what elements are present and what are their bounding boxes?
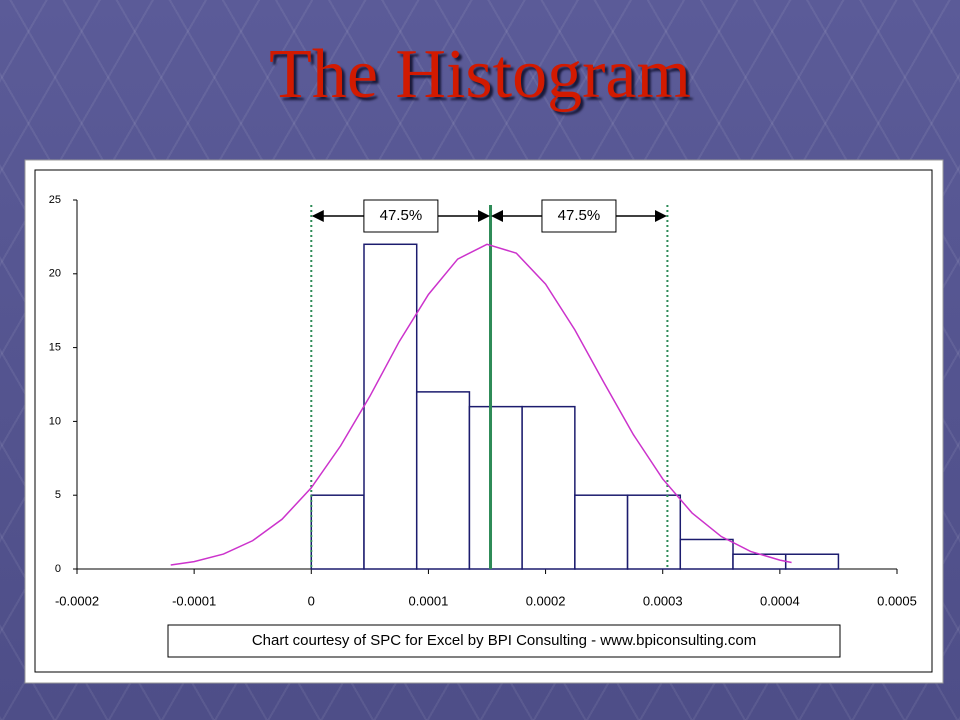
bar (732, 553, 787, 570)
x-tick-label: -0.0001 (172, 593, 216, 608)
bar (363, 243, 418, 570)
x-tick-label: 0.0001 (409, 593, 449, 608)
bar (574, 494, 629, 570)
x-tick-label: 0 (308, 593, 315, 608)
interval-label: 47.5% (380, 207, 423, 224)
bar (626, 494, 682, 570)
bar (784, 553, 840, 570)
x-tick-label: 0.0005 (877, 593, 917, 608)
bar (310, 494, 365, 570)
y-tick-label: 10 (49, 415, 61, 427)
y-tick-label: 5 (55, 489, 61, 501)
slide-title: The Histogram (269, 36, 691, 113)
bar (415, 391, 471, 570)
bar (521, 405, 576, 570)
caption-box (167, 624, 841, 658)
x-tick-label: 0.0004 (760, 593, 800, 608)
y-tick-label: 20 (49, 268, 61, 280)
interval-label: 47.5% (558, 207, 601, 224)
y-tick-label: 25 (49, 194, 61, 206)
bar (679, 538, 734, 570)
x-tick-label: 0.0002 (526, 593, 566, 608)
x-tick-label: -0.0002 (55, 593, 99, 608)
plot-border (34, 169, 933, 673)
normal-curve (170, 243, 792, 566)
interval-box (363, 199, 439, 233)
bar (468, 405, 523, 570)
x-tick-label: 0.0003 (643, 593, 683, 608)
y-tick-label: 15 (49, 342, 61, 354)
caption: Chart courtesy of SPC for Excel by BPI C… (252, 632, 756, 649)
y-tick-label: 0 (55, 563, 61, 575)
interval-box (541, 199, 617, 233)
